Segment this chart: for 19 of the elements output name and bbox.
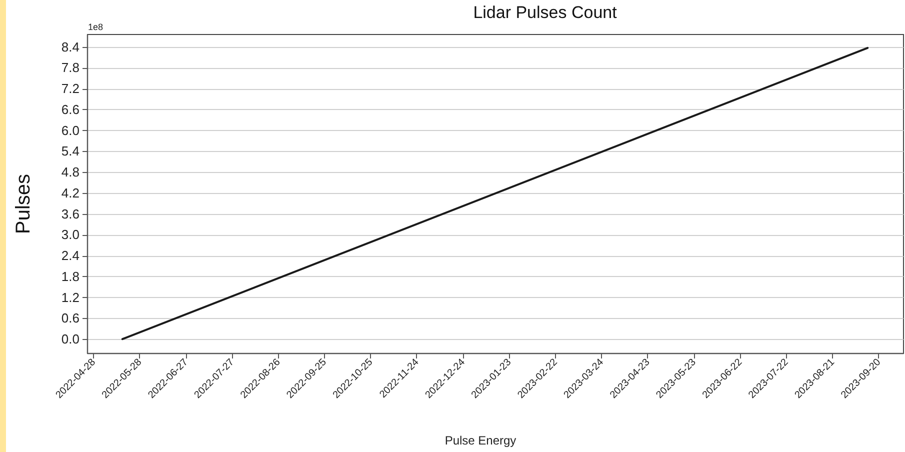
chart-title: Lidar Pulses Count: [473, 3, 618, 22]
y-tick-label: 6.6: [61, 102, 80, 117]
y-tick-label: 5.4: [61, 144, 80, 159]
y-tick-label: 0.0: [61, 332, 80, 347]
y-tick-label: 1.2: [61, 290, 80, 305]
y-tick-label: 7.8: [61, 60, 80, 76]
y-tick-label: 7.2: [61, 81, 80, 96]
y-tick-label: 4.8: [61, 164, 80, 180]
y-tick-label: 3.6: [61, 206, 80, 222]
x-axis-title: Pulse Energy: [444, 434, 516, 448]
y-tick-label: 4.2: [61, 185, 80, 200]
y-axis-title: Pulses: [12, 174, 34, 234]
y-tick-label: 1.8: [61, 268, 80, 284]
y-tick-label: 6.0: [61, 122, 80, 138]
y-tick-label: 3.0: [61, 227, 80, 242]
y-tick-label: 8.4: [61, 39, 80, 54]
y-tick-label: 2.4: [61, 248, 80, 264]
y-tick-label: 0.6: [61, 310, 80, 326]
text: 1e8: [88, 22, 104, 32]
